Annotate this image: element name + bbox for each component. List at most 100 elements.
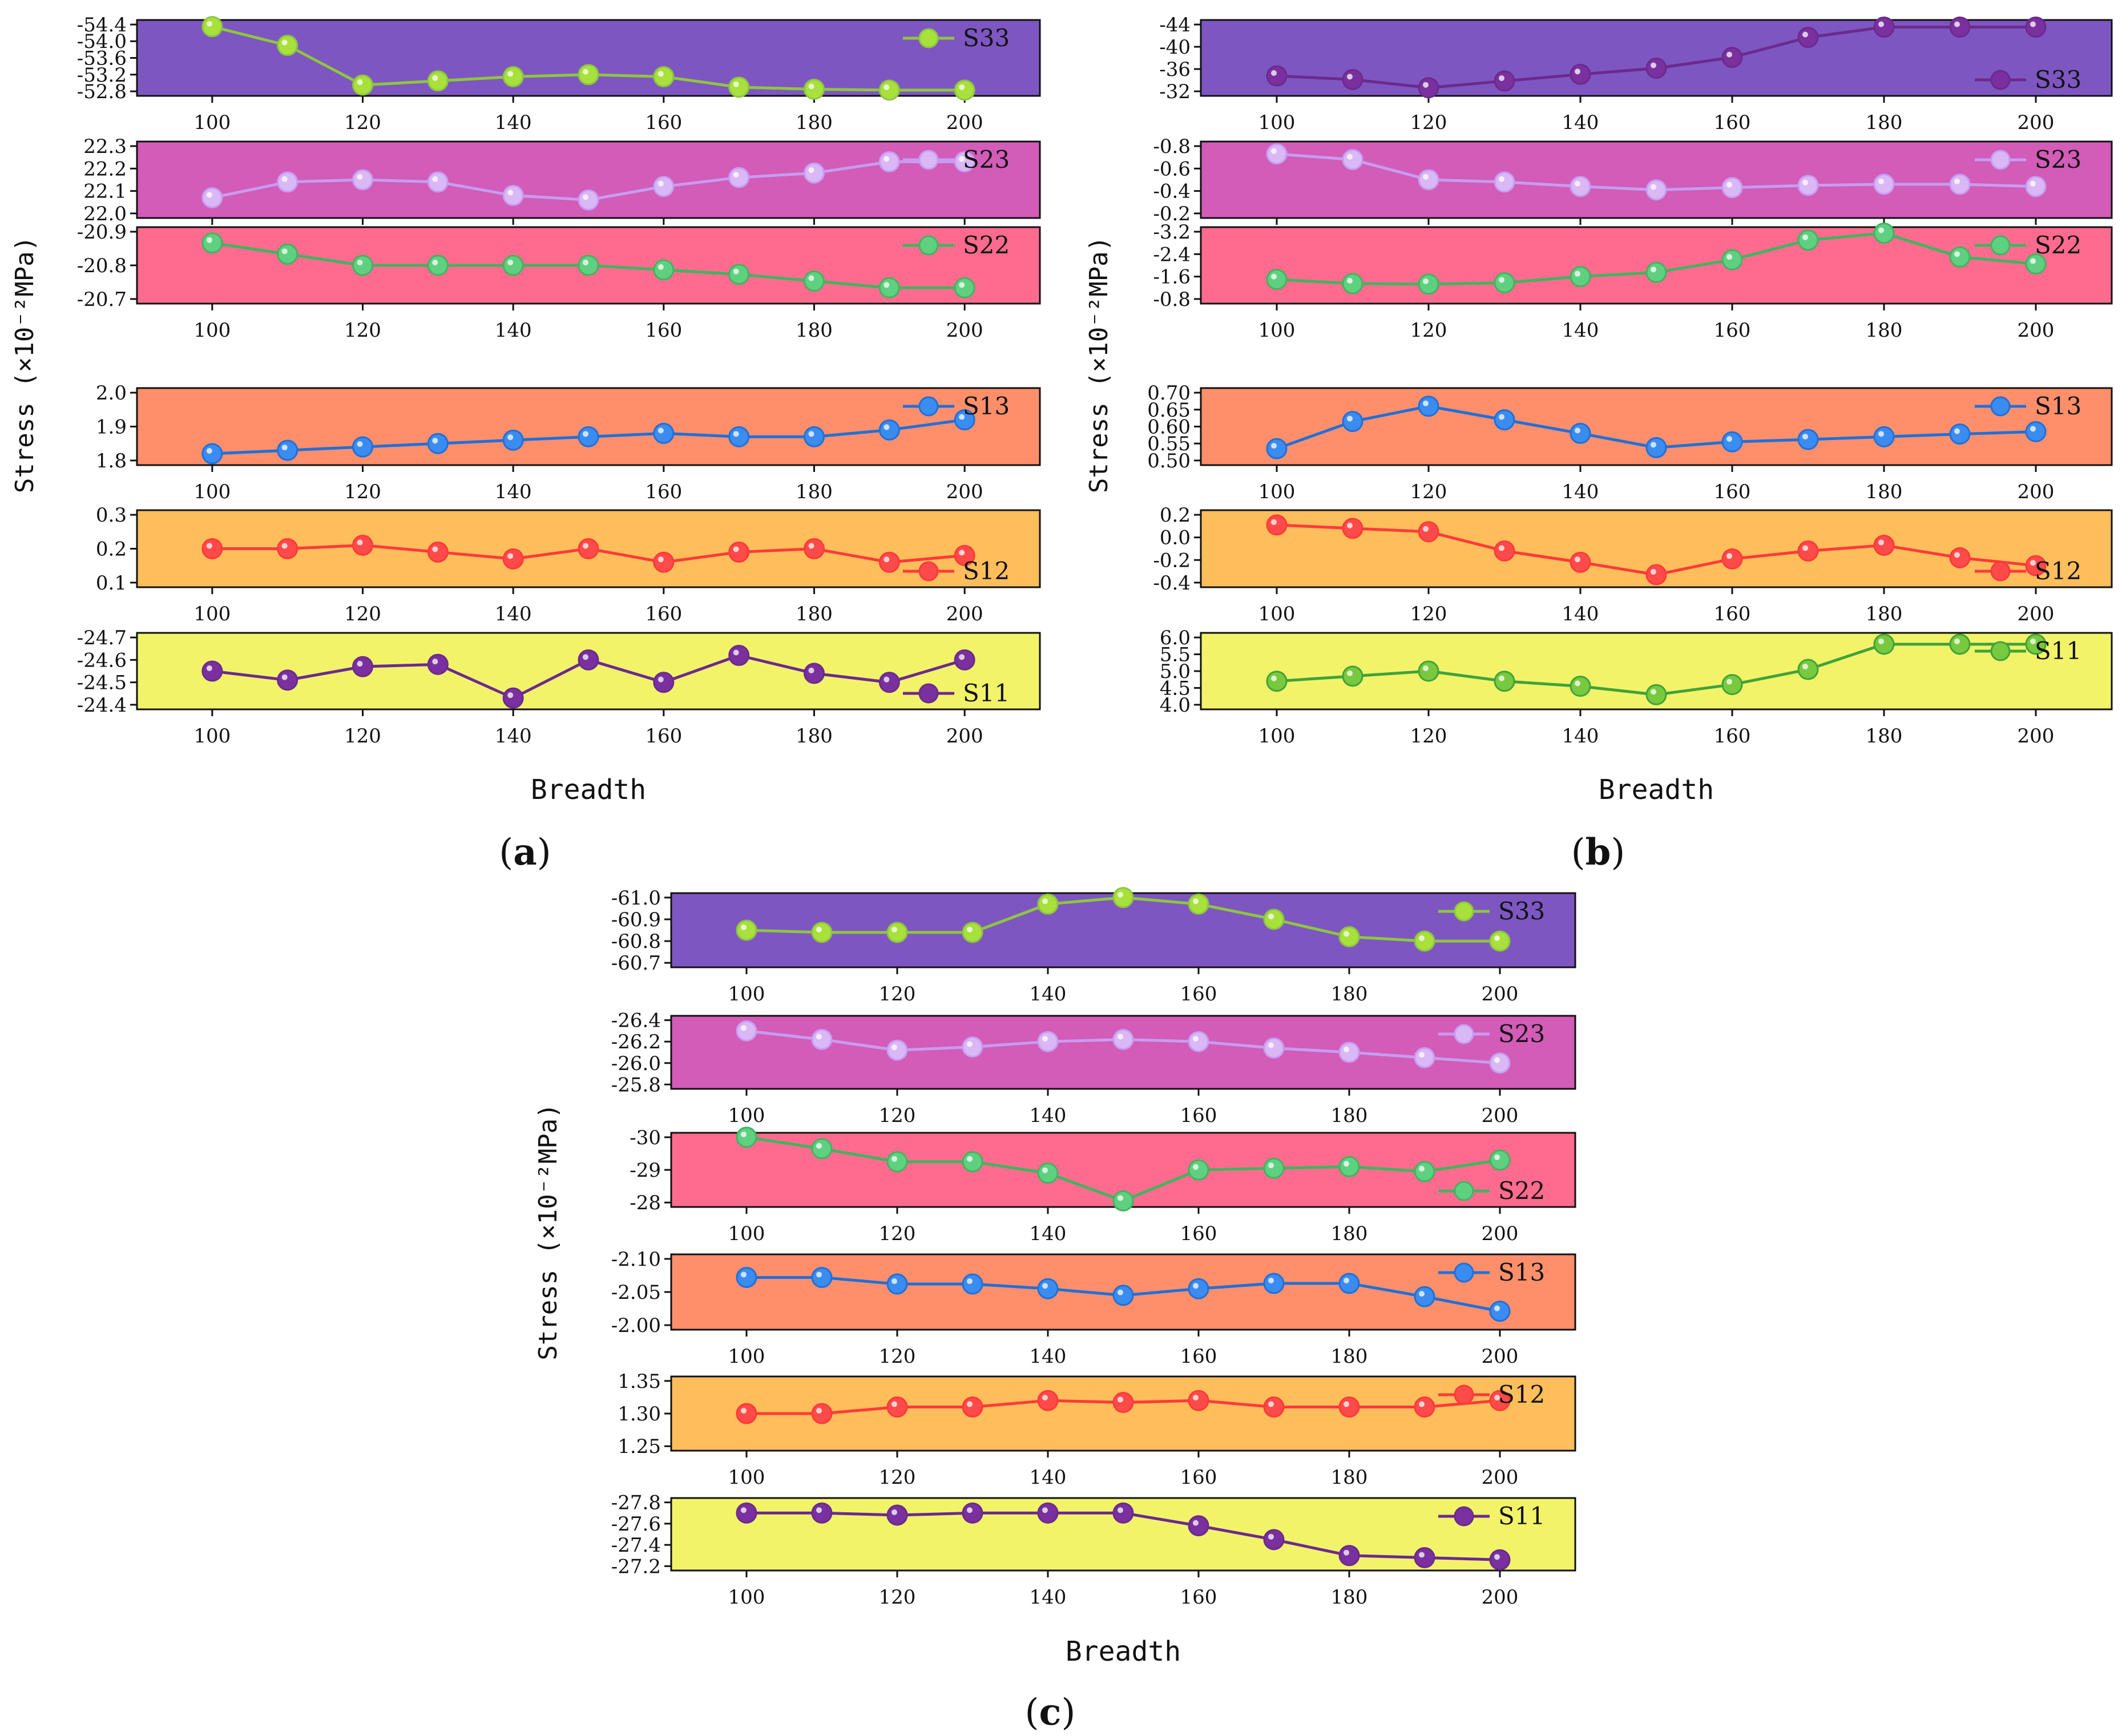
data-point <box>1873 222 1895 244</box>
y-tick-label: -32 <box>1159 80 1191 103</box>
legend-marker <box>1990 150 2011 170</box>
data-point-highlight <box>1193 1036 1199 1042</box>
data-point-highlight <box>808 83 814 90</box>
data-point-highlight <box>1042 1167 1048 1173</box>
data-point-highlight <box>741 1131 747 1137</box>
data-point <box>1112 1392 1134 1414</box>
data-point-highlight <box>1118 1396 1123 1403</box>
y-tick-label: -24.7 <box>77 627 127 649</box>
data-point-highlight <box>1347 277 1353 284</box>
y-tick-label: -2.4 <box>1153 243 1191 266</box>
data-point-highlight <box>959 156 965 162</box>
data-point-highlight <box>432 659 438 665</box>
data-point-highlight <box>733 172 739 178</box>
x-tick-label: 160 <box>645 725 682 748</box>
data-point-highlight <box>967 1401 973 1407</box>
data-point <box>502 687 524 709</box>
y-tick-label: -40 <box>1159 36 1191 59</box>
y-tick-label: 0.1 <box>96 572 127 595</box>
data-point-highlight <box>1344 1549 1349 1556</box>
data-point-highlight <box>357 174 363 180</box>
data-point <box>1418 77 1439 99</box>
data-point-highlight <box>1423 278 1429 284</box>
data-point <box>1797 659 1819 680</box>
legend-label: S23 <box>963 146 1010 173</box>
data-point-highlight <box>891 1401 897 1407</box>
x-tick-label: 180 <box>1331 1104 1368 1127</box>
y-axis-label: Stress (×10⁻²MPa) <box>1084 236 1114 493</box>
data-point-highlight <box>1954 428 1960 434</box>
data-point <box>352 255 373 276</box>
y-tick-label: 2.0 <box>96 382 127 405</box>
x-tick-label: 180 <box>796 319 833 342</box>
data-point <box>804 271 825 292</box>
data-point <box>578 255 599 276</box>
data-point-highlight <box>1344 931 1349 937</box>
x-tick-label: 200 <box>1482 1345 1519 1368</box>
panel-background <box>670 1015 1576 1090</box>
data-point-highlight <box>1651 184 1656 190</box>
x-tick-label: 160 <box>1180 1104 1217 1127</box>
data-point-highlight <box>1494 1057 1500 1063</box>
data-point <box>886 1039 908 1061</box>
data-point-highlight <box>2030 426 2036 432</box>
data-point-highlight <box>1575 680 1580 687</box>
x-tick-label: 200 <box>1482 1104 1519 1127</box>
x-tick-label: 140 <box>1562 725 1599 748</box>
legend-label: S22 <box>1498 1177 1545 1205</box>
data-point <box>1645 437 1667 458</box>
data-point <box>1266 514 1288 536</box>
caption-close-paren: ) <box>537 831 551 874</box>
panel-s33: -61.0-60.9-60.8-60.7 100 120 140 160 180 200 S3… <box>611 887 1576 1006</box>
data-point-highlight <box>1726 436 1732 442</box>
x-tick-label: 140 <box>1562 603 1599 625</box>
data-point-highlight <box>2030 21 2036 27</box>
data-point-highlight <box>281 674 288 680</box>
data-point <box>736 1502 757 1524</box>
x-tick-label: 160 <box>1714 725 1751 748</box>
data-point-highlight <box>1193 1283 1199 1289</box>
caption-letter: b <box>1586 831 1611 874</box>
y-tick-label: 22.1 <box>83 180 127 203</box>
data-point <box>1342 411 1363 433</box>
y-tick-label: 1.8 <box>96 450 127 473</box>
data-point-highlight <box>1193 1395 1199 1401</box>
data-point <box>1414 1047 1435 1068</box>
legend-label: S23 <box>2035 146 2081 173</box>
data-point-highlight <box>281 543 288 549</box>
x-tick-label: 160 <box>1180 1222 1217 1245</box>
x-tick-label: 140 <box>1030 983 1067 1006</box>
data-point <box>1873 535 1895 556</box>
data-point <box>962 1396 983 1418</box>
panel-s22: -20.9 -20.8 -20.7 100 120 140 160 180 200 S22 <box>77 221 1041 342</box>
y-tick-label: -2.00 <box>611 1314 661 1337</box>
x-tick-label: 200 <box>2018 603 2055 625</box>
data-point <box>1037 1390 1059 1411</box>
x-tick-label: 100 <box>1258 725 1296 748</box>
data-point <box>352 436 373 458</box>
x-tick-label: 120 <box>879 983 916 1006</box>
data-point-highlight <box>1802 31 1808 38</box>
data-point <box>1338 1041 1360 1063</box>
x-tick-label: 140 <box>1030 1222 1067 1245</box>
data-point <box>1489 1549 1511 1571</box>
data-point <box>811 1028 833 1050</box>
data-point <box>1037 1162 1059 1184</box>
data-point <box>804 663 825 684</box>
data-point-highlight <box>1271 148 1277 154</box>
x-tick-label: 200 <box>1482 1586 1519 1609</box>
data-point-highlight <box>583 654 588 660</box>
data-point-highlight <box>816 1033 822 1040</box>
data-point-highlight <box>1726 254 1732 260</box>
data-point <box>1266 671 1288 692</box>
x-tick-label: 140 <box>495 319 532 342</box>
data-point-highlight <box>967 1041 973 1047</box>
data-point <box>1494 671 1515 692</box>
x-tick-label: 160 <box>645 111 682 134</box>
data-point-highlight <box>1494 1305 1500 1311</box>
x-tick-label: 120 <box>879 1466 916 1489</box>
data-point <box>502 185 524 207</box>
data-point-highlight <box>206 192 212 198</box>
data-point <box>427 171 449 193</box>
data-point <box>811 1403 833 1424</box>
